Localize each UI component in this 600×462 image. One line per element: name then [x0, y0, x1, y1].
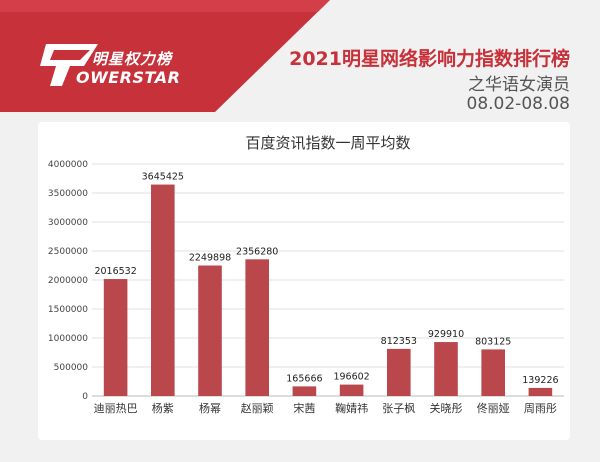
data-label: 929910	[428, 329, 464, 340]
data-label: 196602	[333, 372, 369, 383]
data-label: 165666	[286, 373, 322, 384]
y-tick-label: 0	[82, 392, 88, 402]
bar	[198, 265, 222, 396]
x-tick-label: 杨幂	[199, 401, 221, 415]
y-tick-label: 4000000	[48, 160, 88, 170]
data-label: 139226	[522, 375, 558, 386]
bar	[292, 386, 317, 396]
data-label: 803125	[475, 336, 511, 347]
date-range: 08.02-08.08	[466, 94, 570, 114]
chart-title: 百度资讯指数一周平均数	[245, 134, 410, 152]
x-tick-label: 赵丽颖	[241, 401, 274, 415]
data-label: 2249898	[189, 253, 231, 264]
x-tick-label: 周雨彤	[524, 402, 557, 415]
logo-text-en: OWERSTAR	[76, 68, 181, 87]
chart-panel: 百度资讯指数一周平均数 0 500000 1000000 1500000 2000000 2…	[38, 122, 570, 440]
x-tick-label: 张子枫	[382, 401, 415, 415]
bar	[387, 348, 411, 396]
data-label: 812353	[381, 336, 417, 347]
page-subtitle: 之华语女演员	[468, 75, 570, 95]
data-label: 3645425	[142, 172, 184, 183]
bar	[103, 279, 128, 396]
y-tick-label: 2500000	[48, 247, 88, 257]
y-tick-label: 2000000	[48, 276, 88, 286]
y-tick-label: 3000000	[48, 218, 88, 228]
x-tick-label: 关晓彤	[430, 401, 463, 415]
powerstar-logo-icon	[40, 44, 98, 86]
bar	[481, 349, 505, 396]
bar	[528, 387, 553, 396]
x-tick-label: 鞠婧祎	[335, 401, 368, 415]
y-tick-label: 3500000	[48, 189, 88, 199]
logo-text-cn: 明星权力榜	[92, 50, 173, 68]
y-tick-label: 1000000	[48, 334, 88, 344]
bar	[434, 342, 458, 396]
x-tick-label: 佟丽娅	[477, 401, 510, 415]
y-tick-label: 500000	[54, 363, 89, 373]
bar-chart: 百度资讯指数一周平均数 0 500000 1000000 1500000 2000000 2…	[48, 134, 564, 415]
bar	[151, 184, 175, 396]
bar	[339, 384, 364, 396]
y-tick-label: 1500000	[48, 305, 88, 315]
header-red-banner	[0, 0, 330, 112]
bar	[245, 259, 269, 396]
x-tick-label: 迪丽热巴	[94, 402, 138, 415]
x-tick-label: 杨紫	[152, 401, 174, 415]
data-label: 2016532	[94, 266, 136, 277]
x-tick-label: 宋茜	[293, 401, 315, 415]
page-title: 2021明星网络影响力指数排行榜	[289, 48, 570, 70]
data-label: 2356280	[236, 246, 278, 257]
